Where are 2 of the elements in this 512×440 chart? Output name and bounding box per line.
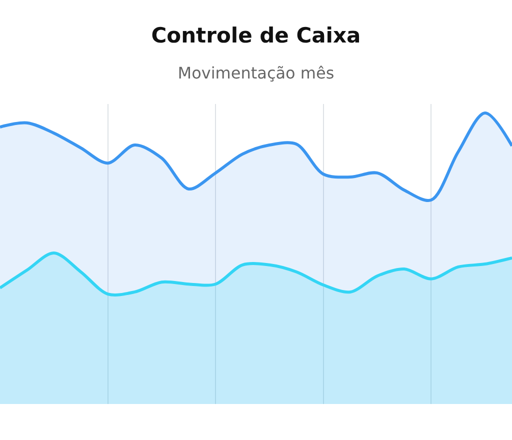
chart-title: Controle de Caixa (151, 23, 361, 48)
chart-subtitle: Movimentação mês (178, 64, 334, 83)
